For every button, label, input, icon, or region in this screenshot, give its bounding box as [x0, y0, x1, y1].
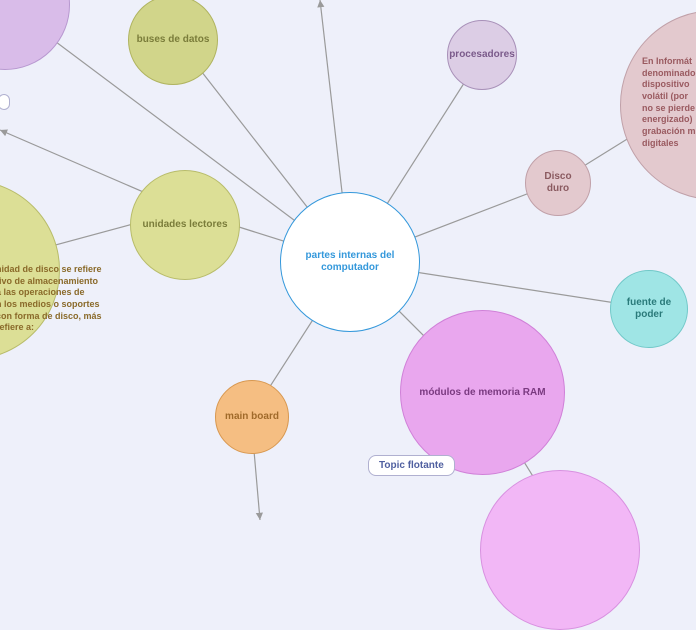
node-disco[interactable]: Disco duro — [525, 150, 591, 216]
node-proc-label: procesadores — [449, 49, 515, 61]
node-ram-label: módulos de memoria RAM — [419, 387, 545, 399]
node-main[interactable]: main board — [215, 380, 289, 454]
node-unid-label: unidades lectores — [142, 219, 227, 231]
node-center-label: partes internas del computador — [287, 250, 413, 274]
node-fuente-label: fuente de poder — [617, 297, 681, 321]
desc-right: En Informátdenominadodispositivovolátil … — [642, 56, 696, 150]
node-center[interactable]: partes internas del computador — [280, 192, 420, 332]
floating-topic-label: Topic flotante — [379, 460, 444, 471]
node-ram[interactable]: módulos de memoria RAM — [400, 310, 565, 475]
floating-topic-chip[interactable]: Topic flotante — [368, 455, 455, 476]
node-buses-label: buses de datos — [137, 34, 210, 46]
node-main-label: main board — [225, 411, 279, 423]
edge-chip — [0, 94, 10, 110]
desc-left: nidad de disco se refieretivo de almacen… — [0, 264, 102, 334]
node-unid[interactable]: unidades lectores — [130, 170, 240, 280]
node-proc[interactable]: procesadores — [447, 20, 517, 90]
node-fuente[interactable]: fuente de poder — [610, 270, 688, 348]
node-disco-label: Disco duro — [532, 171, 584, 195]
node-br[interactable] — [480, 470, 640, 630]
